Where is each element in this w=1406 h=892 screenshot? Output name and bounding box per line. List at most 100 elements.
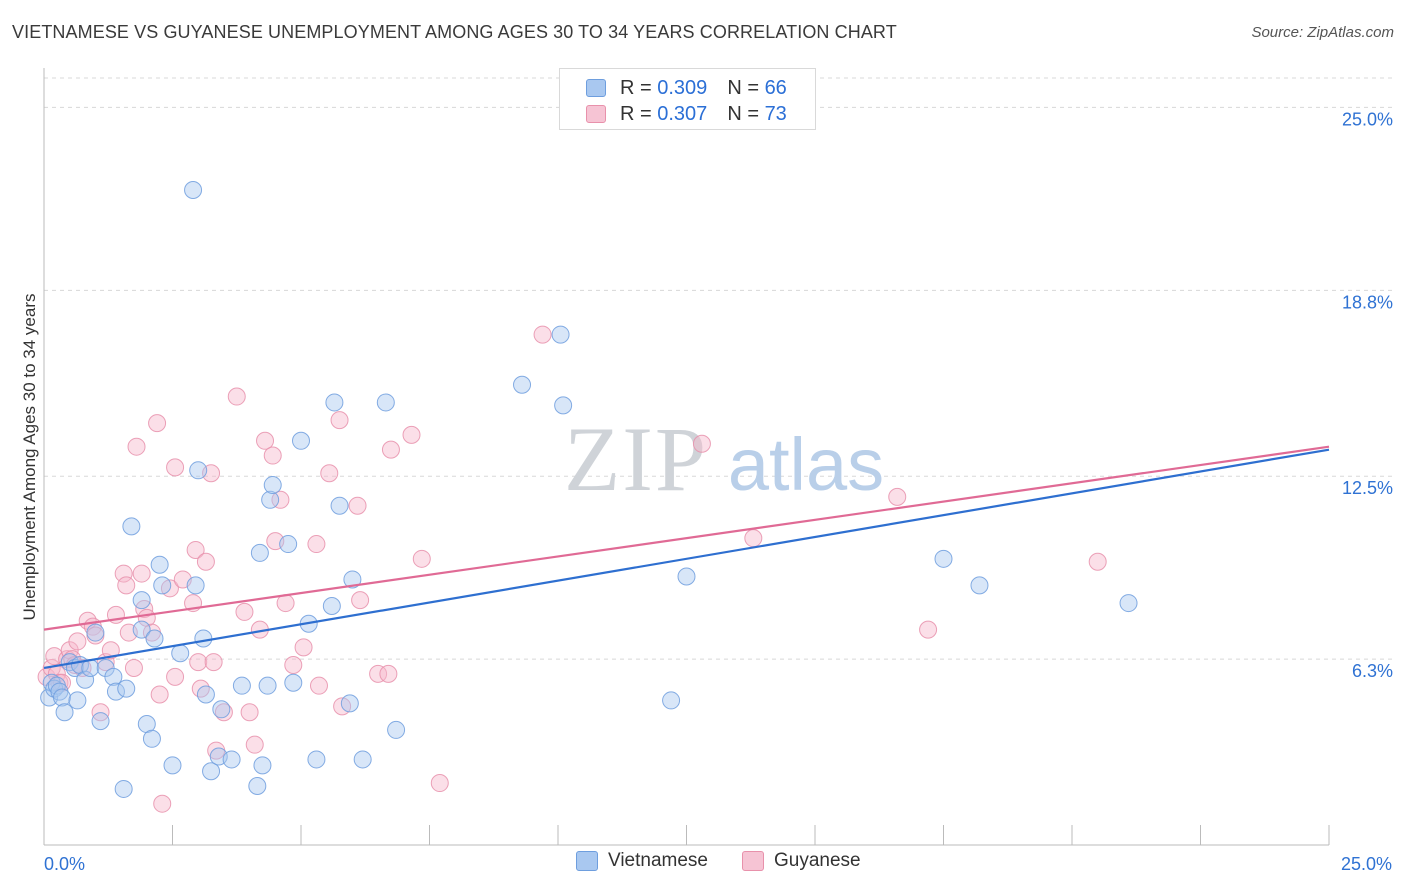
guyanese-point	[294, 638, 313, 657]
vietnamese-point	[258, 676, 277, 695]
vietnamese-point	[163, 756, 182, 775]
guyanese-point	[284, 656, 303, 675]
vietnamese-point	[122, 517, 141, 536]
vietnamese-point	[513, 375, 532, 394]
vietnamese-point	[55, 703, 74, 722]
vietnamese-point	[279, 535, 298, 554]
guyanese-point	[888, 487, 907, 506]
vietnamese-point	[970, 576, 989, 595]
guyanese-point	[214, 703, 233, 722]
legend-r-value-guyanese: 0.307	[657, 102, 708, 125]
grid-lines	[44, 77, 1392, 660]
guyanese-point	[245, 735, 264, 754]
guyanese-point	[412, 549, 431, 568]
axes	[43, 68, 1330, 846]
guyanese-point	[127, 437, 146, 456]
guyanese-point	[166, 667, 185, 686]
vietnamese-point	[189, 461, 208, 480]
guyanese-point	[189, 653, 208, 672]
vietnamese-point	[212, 700, 231, 719]
guyanese-point	[379, 664, 398, 683]
legend-row-vietnamese: R = 0.309 N = 66	[586, 75, 787, 101]
vietnamese-point	[253, 756, 272, 775]
vietnamese-point	[132, 620, 151, 639]
legend-n-label: N =	[727, 102, 759, 125]
vietnamese-point	[263, 476, 282, 495]
series-legend: Vietnamese Guyanese	[0, 850, 1406, 878]
guyanese-point	[148, 414, 167, 433]
guyanese-point	[256, 431, 275, 450]
guyanese-point	[240, 703, 259, 722]
vietnamese-point	[104, 667, 123, 686]
vietnamese-point	[292, 431, 310, 450]
guyanese-point	[351, 591, 370, 610]
guyanese-point	[381, 440, 400, 459]
guyanese-points	[37, 325, 1107, 813]
legend-r-label: R =	[620, 76, 652, 99]
y-tick-label: 18.8%	[1342, 292, 1393, 312]
vietnamese-point	[343, 570, 362, 589]
vietnamese-point	[248, 776, 267, 795]
vietnamese-point	[677, 567, 696, 586]
vietnamese-point	[387, 720, 406, 739]
watermark-zip: ZIP	[564, 408, 708, 510]
vietnamese-point	[114, 779, 133, 798]
vietnamese-point	[261, 490, 280, 509]
trend-lines	[43, 445, 1330, 670]
vietnamese-point	[250, 543, 269, 562]
vietnamese-point	[662, 691, 681, 710]
guyanese-point	[430, 774, 449, 793]
y-tick-label: 12.5%	[1342, 478, 1393, 498]
guyanese-point	[196, 552, 215, 571]
legend-r-label: R =	[620, 102, 652, 125]
vietnamese-point	[76, 670, 95, 689]
guyanese-point	[309, 676, 328, 695]
vietnamese-point	[222, 750, 241, 769]
vietnamese-point	[353, 750, 372, 769]
y-tick-label: 25.0%	[1342, 109, 1393, 129]
series-legend-label-vietnamese: Vietnamese	[608, 850, 708, 871]
legend-n-value-vietnamese: 66	[764, 76, 787, 99]
vietnamese-point	[150, 555, 169, 574]
legend-n-value-guyanese: 73	[764, 102, 787, 125]
guyanese-point	[235, 602, 254, 621]
guyanese-point	[307, 535, 326, 554]
guyanese-point	[402, 425, 421, 444]
vietnamese-point	[52, 688, 71, 707]
vietnamese-point	[86, 623, 105, 642]
watermark: ZIP atlas	[564, 408, 884, 510]
vietnamese-point	[325, 393, 344, 412]
guyanese-point	[263, 446, 282, 465]
guyanese-point	[204, 653, 223, 672]
series-swatch-guyanese	[742, 851, 764, 871]
guyanese-point	[101, 641, 120, 660]
guyanese-point	[186, 540, 205, 559]
guyanese-point	[744, 529, 763, 548]
watermark-atlas: atlas	[728, 423, 884, 506]
vietnamese-point	[307, 750, 326, 769]
x-tick-labels: 0.0% 25.0%	[44, 854, 1392, 874]
vietnamese-point	[1119, 594, 1138, 613]
vietnamese-point	[934, 549, 953, 568]
vietnamese-point	[91, 712, 110, 731]
x-tick-label-max: 25.0%	[1341, 854, 1392, 874]
guyanese-point	[320, 464, 339, 483]
series-legend-guyanese: Guyanese	[742, 850, 861, 872]
guyanese-point	[42, 658, 61, 677]
vietnamese-trend-line	[43, 448, 1330, 670]
vietnamese-point	[186, 576, 205, 595]
guyanese-point	[150, 685, 169, 704]
y-tick-labels: 6.3% 12.5% 18.8% 25.0%	[1342, 109, 1393, 681]
vietnamese-point	[145, 629, 164, 648]
series-swatch-vietnamese	[576, 851, 598, 871]
vietnamese-point	[132, 591, 151, 610]
legend-r-value-vietnamese: 0.309	[657, 76, 708, 99]
vietnamese-point	[171, 644, 190, 663]
vietnamese-point	[202, 762, 221, 781]
guyanese-point	[330, 411, 349, 430]
guyanese-point	[166, 458, 185, 477]
vietnamese-point	[554, 396, 573, 415]
vietnamese-point	[117, 679, 136, 698]
vietnamese-point	[142, 729, 161, 748]
